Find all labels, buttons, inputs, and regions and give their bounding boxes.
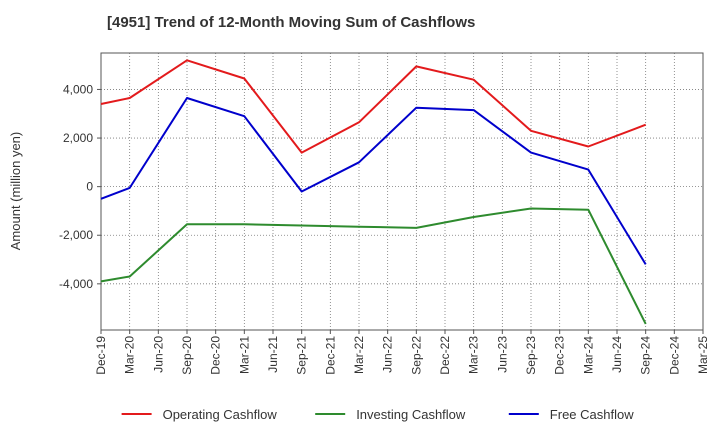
y-tick-label: 2,000 xyxy=(63,131,93,145)
legend: Operating Cashflow Investing Cashflow Free… xyxy=(121,407,634,422)
x-tick-label: Mar-20 xyxy=(123,336,137,374)
x-tick-label: Dec-24 xyxy=(667,336,681,375)
x-tick-label: Jun-24 xyxy=(610,336,624,373)
chart-title: [4951] Trend of 12-Month Moving Sum of C… xyxy=(107,14,476,31)
x-tick-label: Mar-24 xyxy=(581,336,595,374)
x-tick-label: Dec-23 xyxy=(553,336,567,375)
tick-labels: -4,000 -2,000 0 2,000 4,000 Dec-19 Mar-20 Jun-2… xyxy=(59,82,710,374)
x-tick-label: Mar-25 xyxy=(696,336,710,374)
y-tick-label: 0 xyxy=(86,180,93,194)
x-tick-label: Sep-20 xyxy=(180,336,194,375)
gridlines xyxy=(100,53,704,330)
y-tick-label: 4,000 xyxy=(63,82,93,96)
x-tick-label: Jun-23 xyxy=(495,336,509,373)
operating-cashflow-line xyxy=(100,59,647,154)
x-tick-label: Sep-22 xyxy=(409,336,423,375)
axes xyxy=(97,52,704,334)
legend-label-investing-cashflow: Investing Cashflow xyxy=(356,407,466,422)
legend-label-operating-cashflow: Operating Cashflow xyxy=(163,407,278,422)
plot-frame xyxy=(100,52,704,331)
x-tick-label: Sep-21 xyxy=(295,336,309,375)
x-tick-label: Dec-19 xyxy=(94,336,108,375)
x-tick-label: Mar-22 xyxy=(352,336,366,374)
x-tick-label: Jun-21 xyxy=(266,336,280,373)
x-tick-label: Jun-22 xyxy=(381,336,395,373)
y-tick-label: -4,000 xyxy=(59,277,93,291)
x-tick-label: Sep-24 xyxy=(639,336,653,375)
y-tick-label: -2,000 xyxy=(59,228,93,242)
y-axis-label: Amount (million yen) xyxy=(8,132,23,251)
x-tick-label: Dec-20 xyxy=(209,336,223,375)
free-cashflow-line xyxy=(100,97,647,265)
x-tick-label: Mar-21 xyxy=(237,336,251,374)
legend-label-free-cashflow: Free Cashflow xyxy=(550,407,634,422)
x-tick-label: Sep-23 xyxy=(524,336,538,375)
x-tick-label: Jun-20 xyxy=(151,336,165,373)
x-tick-label: Dec-22 xyxy=(438,336,452,375)
series-lines xyxy=(100,59,647,325)
x-tick-label: Dec-21 xyxy=(323,336,337,375)
investing-cashflow-line xyxy=(100,207,647,325)
x-tick-label: Mar-23 xyxy=(467,336,481,374)
